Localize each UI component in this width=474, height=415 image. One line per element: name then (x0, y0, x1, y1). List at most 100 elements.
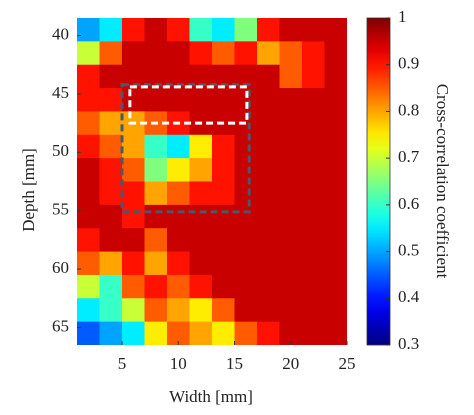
heatmap-cell (302, 41, 325, 66)
heatmap-cell (324, 64, 347, 89)
heatmap-cell (234, 134, 258, 159)
heatmap-cell (212, 298, 235, 323)
colorbar-tick-label: 0.9 (398, 54, 419, 73)
heatmap-cell (144, 41, 168, 66)
heatmap-cell (99, 274, 123, 299)
heatmap (77, 18, 347, 345)
heatmap-cell (212, 41, 235, 66)
heatmap-cell (302, 251, 325, 276)
heatmap-cell (167, 321, 190, 345)
x-axis-label: Width [mm] (169, 387, 253, 406)
heatmap-cell (99, 181, 123, 206)
heatmap-cell (302, 228, 325, 253)
heatmap-cell (302, 274, 325, 299)
heatmap-cell (324, 18, 347, 42)
heatmap-cell (257, 18, 280, 42)
heatmap-cell (212, 158, 235, 182)
heatmap-cell (212, 274, 235, 299)
heatmap-cell (144, 274, 168, 299)
colorbar-tick-label: 0.7 (398, 147, 420, 166)
heatmap-cell (99, 111, 123, 136)
heatmap-cell (144, 158, 168, 182)
y-tick-label: 65 (52, 316, 69, 335)
heatmap-cell (234, 274, 258, 299)
annotation-box (120, 83, 251, 214)
heatmap-cell (234, 321, 258, 345)
heatmap-cell (122, 18, 145, 42)
heatmap-cell (212, 228, 235, 253)
heatmap-cell (212, 134, 235, 159)
heatmap-cell (324, 298, 347, 323)
heatmap-cell (234, 204, 258, 229)
heatmap-cell (77, 64, 100, 89)
colorbar-tick-label: 1 (398, 7, 407, 26)
heatmap-cell (279, 321, 303, 345)
heatmap-cell (212, 204, 235, 229)
colorbar-tick-label: 0.3 (398, 334, 419, 353)
heatmap-cell (212, 88, 235, 112)
heatmap-cell (234, 181, 258, 206)
heatmap-cell (77, 158, 100, 182)
heatmap-cell (279, 88, 303, 112)
heatmap-cell (279, 298, 303, 323)
y-axis-label: Depth [mm] (19, 148, 38, 232)
heatmap-cell (302, 134, 325, 159)
heatmap-cell (77, 204, 100, 229)
heatmap-cell (77, 251, 100, 276)
heatmap-cell (144, 18, 168, 42)
heatmap-cell (189, 64, 213, 89)
heatmap-cell (279, 134, 303, 159)
heatmap-cell (324, 88, 347, 112)
heatmap-cell (257, 228, 280, 253)
heatmap-cell (257, 298, 280, 323)
heatmap-cell (167, 251, 190, 276)
heatmap-cell (99, 18, 123, 42)
x-tick-label: 25 (339, 354, 356, 373)
heatmap-cell (189, 158, 213, 182)
heatmap-cell (167, 18, 190, 42)
heatmap-cell (77, 134, 100, 159)
heatmap-cell (189, 181, 213, 206)
heatmap-cell (324, 251, 347, 276)
heatmap-cell (99, 88, 123, 112)
heatmap-cell (167, 204, 190, 229)
heatmap-cell (279, 18, 303, 42)
heatmap-cell (122, 228, 145, 253)
heatmap-cell (234, 88, 258, 112)
heatmap-cell (234, 228, 258, 253)
heatmap-cell (279, 251, 303, 276)
y-tick-label: 40 (52, 24, 69, 43)
heatmap-cell (234, 251, 258, 276)
heatmap-cell (77, 321, 100, 345)
heatmap-cell (302, 298, 325, 323)
heatmap-cell (257, 274, 280, 299)
heatmap-cell (167, 228, 190, 253)
heatmap-cell (167, 181, 190, 206)
heatmap-cell (77, 18, 100, 42)
heatmap-cell (77, 181, 100, 206)
x-tick-label: 15 (226, 354, 243, 373)
heatmap-cell (324, 274, 347, 299)
heatmap-cell (279, 41, 303, 66)
heatmap-cell (302, 181, 325, 206)
heatmap-cell (167, 134, 190, 159)
heatmap-cell (302, 321, 325, 345)
heatmap-cell (99, 204, 123, 229)
heatmap-cell (234, 64, 258, 89)
heatmap-cell (77, 88, 100, 112)
heatmap-cell (77, 274, 100, 299)
heatmap-cell (257, 111, 280, 136)
heatmap-cell (324, 111, 347, 136)
heatmap-cell (189, 204, 213, 229)
heatmap-cell (257, 321, 280, 345)
heatmap-cell (324, 41, 347, 66)
heatmap-cell (122, 274, 145, 299)
heatmap-cell (302, 111, 325, 136)
heatmap-cell (99, 228, 123, 253)
heatmap-cell (257, 64, 280, 89)
x-tick-label: 20 (282, 354, 299, 373)
heatmap-cell (189, 321, 213, 345)
heatmap-cell (279, 228, 303, 253)
heatmap-cell (324, 204, 347, 229)
